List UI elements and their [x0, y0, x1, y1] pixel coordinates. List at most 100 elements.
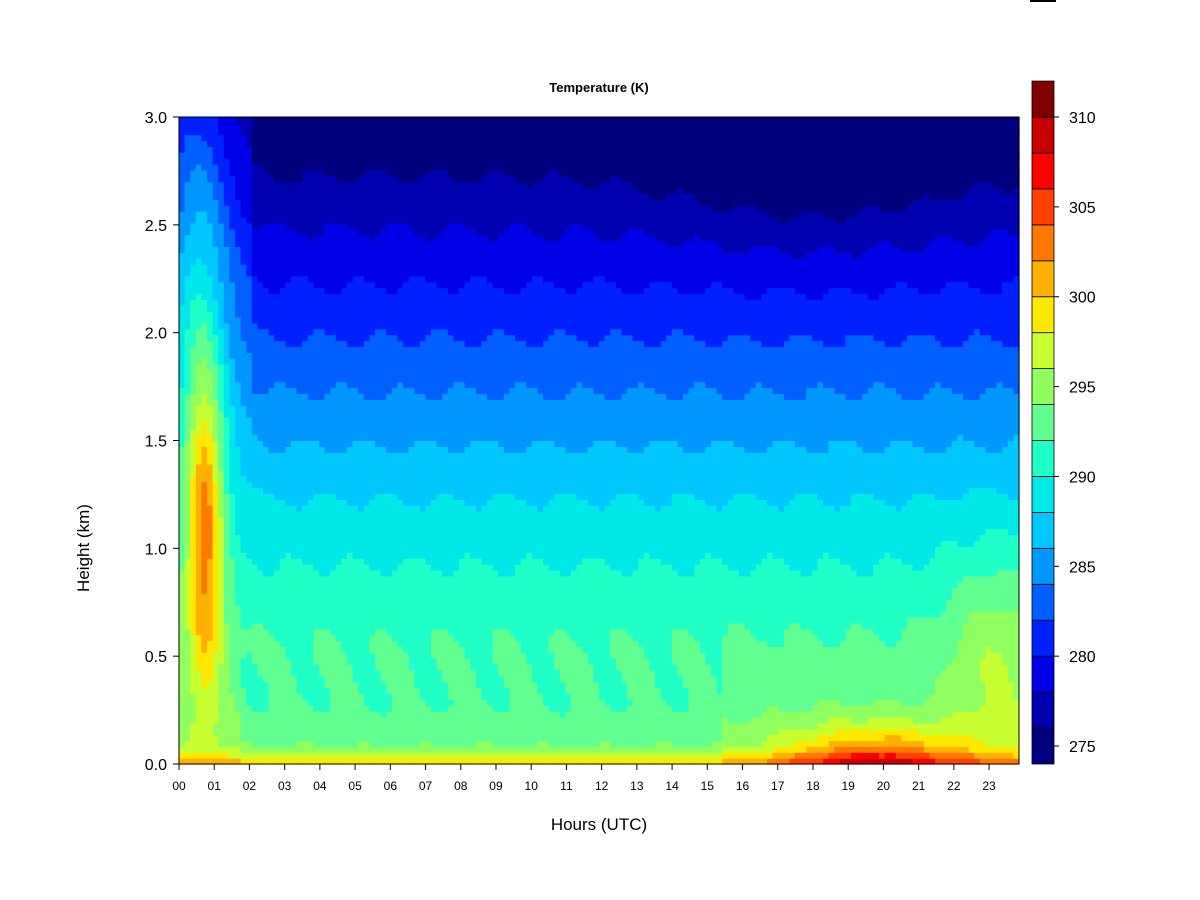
heatmap-cell	[381, 188, 387, 194]
heatmap-cell	[196, 258, 202, 264]
heatmap-cell	[369, 529, 375, 535]
heatmap-cell	[274, 658, 280, 664]
heatmap-cell	[274, 652, 280, 658]
heatmap-cell	[269, 376, 275, 382]
heatmap-cell	[381, 670, 387, 676]
heatmap-cell	[364, 329, 370, 335]
heatmap-cell	[190, 176, 196, 182]
heatmap-cell	[358, 252, 364, 258]
heatmap-cell	[414, 152, 420, 158]
heatmap-cell	[252, 270, 258, 276]
heatmap-cell	[308, 558, 314, 564]
heatmap-cell	[425, 576, 431, 582]
heatmap-cell	[347, 723, 353, 729]
heatmap-cell	[196, 170, 202, 176]
heatmap-cell	[369, 564, 375, 570]
heatmap-cell	[280, 117, 286, 123]
heatmap-cell	[246, 193, 252, 199]
heatmap-cell	[274, 276, 280, 282]
heatmap-cell	[386, 552, 392, 558]
heatmap-cell	[341, 582, 347, 588]
heatmap-cell	[285, 323, 291, 329]
heatmap-cell	[403, 199, 409, 205]
heatmap-cell	[409, 211, 415, 217]
heatmap-cell	[364, 264, 370, 270]
heatmap-cell	[330, 205, 336, 211]
heatmap-cell	[313, 617, 319, 623]
heatmap-cell	[196, 717, 202, 723]
heatmap-cell	[381, 570, 387, 576]
heatmap-cell	[280, 199, 286, 205]
heatmap-cell	[397, 682, 403, 688]
heatmap-cell	[252, 740, 258, 746]
heatmap-cell	[224, 299, 230, 305]
heatmap-cell	[252, 323, 258, 329]
heatmap-cell	[207, 270, 213, 276]
heatmap-cell	[364, 676, 370, 682]
heatmap-cell	[409, 205, 415, 211]
heatmap-cell	[252, 529, 258, 535]
heatmap-cell	[341, 323, 347, 329]
heatmap-cell	[185, 523, 191, 529]
heatmap-cell	[414, 388, 420, 394]
heatmap-cell	[229, 129, 235, 135]
heatmap-cell	[274, 323, 280, 329]
heatmap-cell	[358, 393, 364, 399]
heatmap-cell	[386, 576, 392, 582]
heatmap-cell	[196, 270, 202, 276]
heatmap-cell	[196, 311, 202, 317]
heatmap-cell	[364, 629, 370, 635]
heatmap-cell	[190, 658, 196, 664]
heatmap-cell	[285, 564, 291, 570]
heatmap-cell	[241, 164, 247, 170]
heatmap-cell	[218, 170, 224, 176]
heatmap-cell	[213, 729, 219, 735]
heatmap-cell	[218, 235, 224, 241]
heatmap-cell	[403, 693, 409, 699]
heatmap-cell	[336, 640, 342, 646]
heatmap-cell	[241, 558, 247, 564]
heatmap-cell	[414, 535, 420, 541]
heatmap-cell	[213, 664, 219, 670]
heatmap-cell	[313, 288, 319, 294]
heatmap-cell	[336, 493, 342, 499]
heatmap-cell	[213, 746, 219, 752]
heatmap-cell	[364, 517, 370, 523]
heatmap-cell	[414, 552, 420, 558]
heatmap-cell	[190, 564, 196, 570]
heatmap-cell	[285, 158, 291, 164]
heatmap-cell	[213, 429, 219, 435]
heatmap-cell	[381, 288, 387, 294]
heatmap-cell	[224, 423, 230, 429]
heatmap-cell	[207, 511, 213, 517]
heatmap-cell	[425, 482, 431, 488]
heatmap-cell	[201, 746, 207, 752]
heatmap-cell	[319, 699, 325, 705]
heatmap-cell	[392, 176, 398, 182]
heatmap-cell	[375, 323, 381, 329]
heatmap-cell	[347, 605, 353, 611]
heatmap-cell	[336, 258, 342, 264]
heatmap-cell	[425, 441, 431, 447]
heatmap-cell	[291, 176, 297, 182]
heatmap-cell	[392, 693, 398, 699]
heatmap-cell	[353, 693, 359, 699]
heatmap-cell	[263, 358, 269, 364]
heatmap-cell	[185, 270, 191, 276]
heatmap-cell	[347, 370, 353, 376]
heatmap-cell	[185, 223, 191, 229]
heatmap-cell	[213, 364, 219, 370]
heatmap-cell	[347, 611, 353, 617]
heatmap-cell	[392, 488, 398, 494]
heatmap-cell	[336, 752, 342, 758]
heatmap-cell	[358, 211, 364, 217]
heatmap-cell	[257, 493, 263, 499]
heatmap-cell	[375, 305, 381, 311]
heatmap-cell	[403, 217, 409, 223]
heatmap-cell	[269, 746, 275, 752]
heatmap-cell	[241, 146, 247, 152]
heatmap-cell	[196, 658, 202, 664]
heatmap-cell	[201, 576, 207, 582]
heatmap-cell	[263, 746, 269, 752]
heatmap-cell	[190, 493, 196, 499]
